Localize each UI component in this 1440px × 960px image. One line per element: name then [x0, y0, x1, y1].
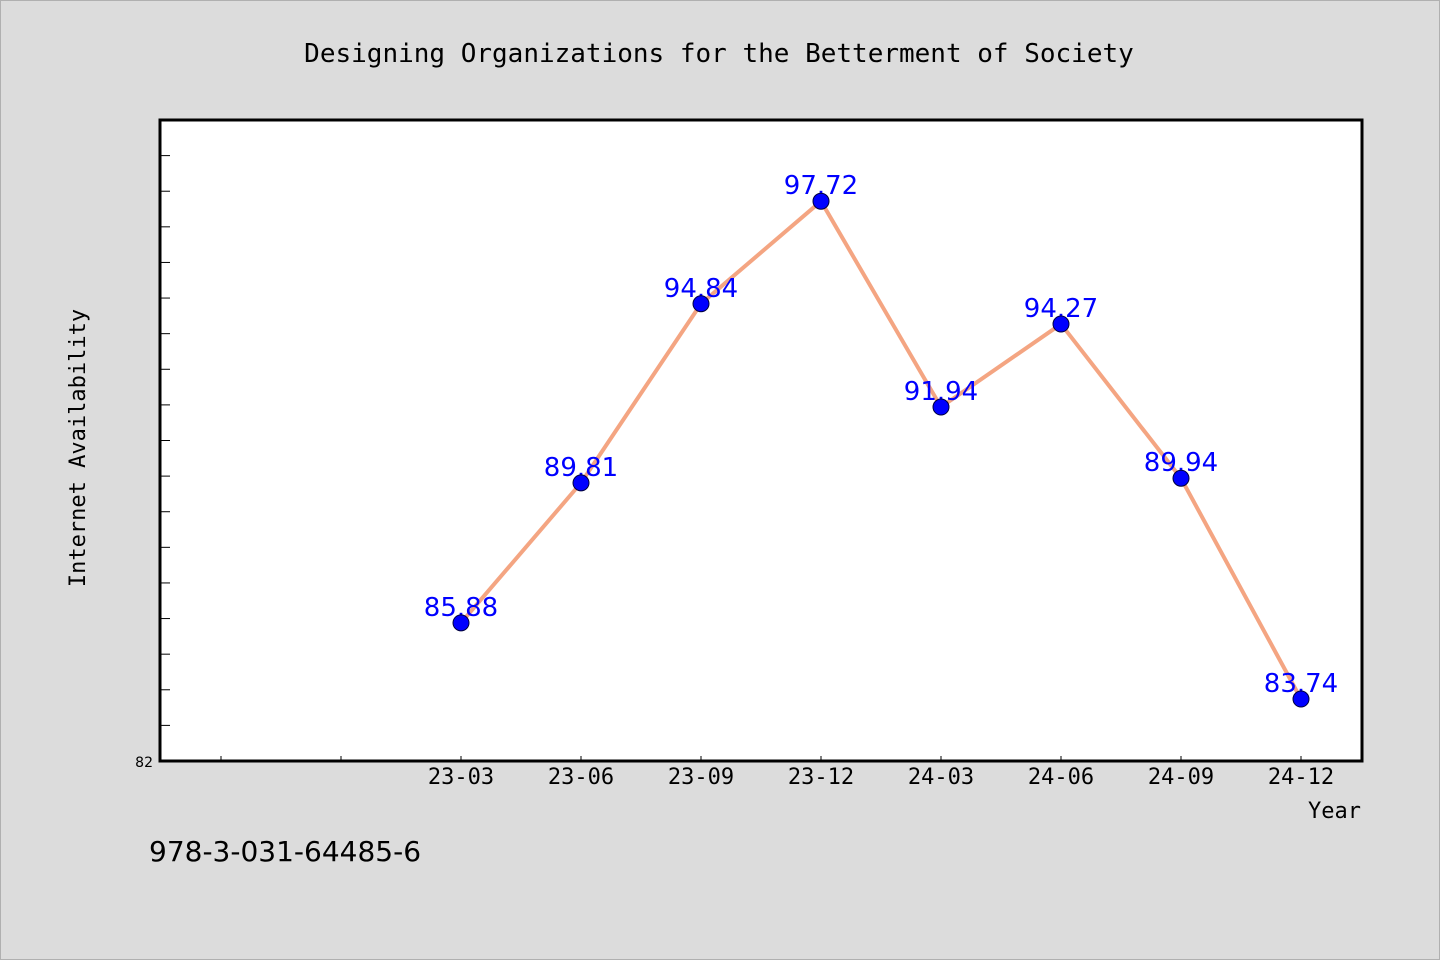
isbn-footer-text: 978-3-031-64485-6 — [149, 835, 422, 868]
x-tick-label: 24-12 — [1268, 765, 1334, 790]
y-axis-min-label: 82 — [135, 755, 153, 771]
data-point-marker — [1172, 469, 1190, 487]
x-tick-label: 24-09 — [1148, 765, 1214, 790]
data-point-marker — [932, 398, 950, 416]
plot-area — [158, 118, 1364, 763]
data-point-marker — [572, 474, 590, 492]
x-tick-label: 24-03 — [908, 765, 974, 790]
data-point-marker — [452, 614, 470, 632]
data-point-marker — [812, 192, 830, 210]
data-point-marker — [1052, 315, 1070, 333]
x-axis-tick-labels: 23-03 23-06 23-09 23-12 24-03 24-06 24-09 24-12 — [428, 765, 1334, 790]
series-line — [459, 199, 1303, 702]
x-axis-label: Year — [1308, 799, 1361, 824]
y-axis-label: Internet Availability — [66, 309, 91, 587]
chart-title: Designing Organizations for the Betterme… — [304, 39, 1134, 69]
data-point-marker — [1292, 690, 1310, 708]
x-tick-label: 24-06 — [1028, 765, 1094, 790]
data-point-marker — [692, 295, 710, 313]
x-axis-ticks — [220, 756, 1302, 761]
x-tick-label: 23-09 — [668, 765, 734, 790]
y-axis-ticks — [160, 155, 170, 726]
x-tick-label: 23-12 — [788, 765, 854, 790]
x-tick-label: 23-06 — [548, 765, 614, 790]
x-tick-label: 23-03 — [428, 765, 494, 790]
